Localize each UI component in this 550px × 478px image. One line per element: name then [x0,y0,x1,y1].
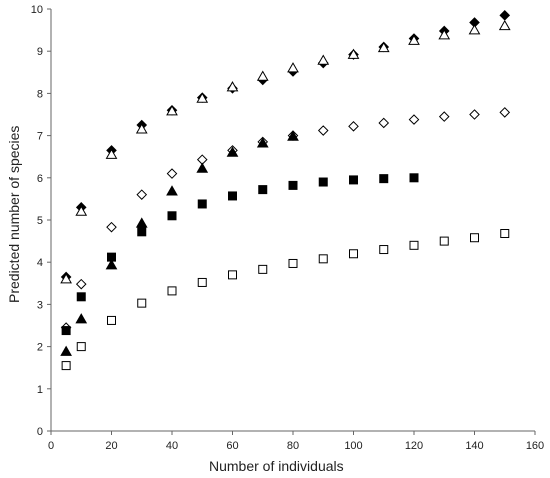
data-point [197,277,207,287]
data-point [347,48,360,59]
data-point [377,41,390,53]
data-point [318,177,328,187]
data-point [469,109,480,120]
x-tick-label: 140 [465,440,483,452]
data-point [288,180,298,190]
data-point [470,233,479,243]
x-tick-label: 60 [226,440,238,452]
data-point [196,162,209,173]
data-point [226,81,239,92]
data-point [500,229,510,239]
data-point [228,191,237,201]
data-point [166,185,178,196]
y-tick-label: 6 [37,173,43,185]
data-point [61,361,71,371]
data-point [287,62,299,73]
x-tick-label: 20 [105,440,117,452]
data-point [409,240,419,250]
data-point [438,111,450,122]
y-tick-label: 9 [37,46,43,58]
data-point [105,259,118,270]
data-point [75,278,87,290]
data-point [498,19,511,31]
data-point [107,315,116,325]
series-square-filled [61,173,419,336]
series-diamond-open [60,107,511,333]
y-tick-label: 3 [37,299,43,311]
data-point [287,130,299,141]
data-point [499,10,511,21]
data-point [349,249,358,259]
data-point [408,114,420,125]
data-point [378,117,390,129]
y-axis-title: Predicted number of species [6,126,22,303]
data-point [166,105,178,116]
data-point [408,34,420,45]
data-point [197,199,207,209]
y-tick-label: 4 [37,257,43,269]
data-point [60,345,72,356]
x-tick-label: 160 [526,440,544,452]
data-point [60,273,72,284]
y-tick-label: 7 [37,131,43,143]
x-tick-label: 120 [405,440,423,452]
data-point [228,270,237,280]
y-tick-label: 2 [37,342,43,354]
data-point [379,174,389,184]
data-point [317,125,329,136]
data-point [137,227,147,237]
data-point [256,70,269,81]
x-tick-label: 0 [48,440,54,452]
x-tick-label: 80 [287,440,299,452]
data-point [438,29,451,40]
y-tick-label: 5 [37,215,43,227]
series-layer [60,10,511,371]
data-point [439,236,449,246]
data-point [348,121,359,132]
x-tick-label: 100 [344,440,362,452]
data-point [288,258,298,268]
x-axis-ticks: 0 20 40 60 80 100 120 140 160 [48,431,544,452]
data-point [167,286,177,296]
data-point [76,342,86,352]
series-triangle-open [60,19,511,284]
data-point [105,148,118,159]
data-point [75,205,88,216]
y-tick-label: 8 [37,88,43,100]
data-point [167,211,177,221]
series-square-open [61,229,510,371]
data-point [258,264,268,274]
data-point [349,175,358,185]
y-tick-label: 1 [37,384,43,396]
data-point [256,137,269,148]
data-point [499,107,511,118]
data-point [76,292,86,302]
y-axis-ticks: 0 1 2 3 4 5 6 7 8 9 10 [31,4,51,438]
data-point [107,252,116,262]
data-point [106,221,117,233]
y-tick-label: 10 [31,4,43,16]
data-point [258,185,268,195]
x-tick-label: 40 [166,440,178,452]
data-point [166,168,178,179]
data-point [318,254,328,264]
data-point [379,245,389,255]
data-point [137,298,147,308]
data-point [317,54,330,65]
data-point [226,146,239,157]
series-triangle-filled [60,130,299,356]
x-axis-title: Number of individuals [209,458,344,474]
y-tick-label: 0 [37,426,43,438]
data-point [75,313,88,324]
data-point [135,123,148,134]
data-point [61,326,71,336]
data-point [196,92,209,103]
data-point [136,189,148,200]
data-point [468,24,481,35]
data-point [135,217,148,228]
data-point [409,173,419,183]
